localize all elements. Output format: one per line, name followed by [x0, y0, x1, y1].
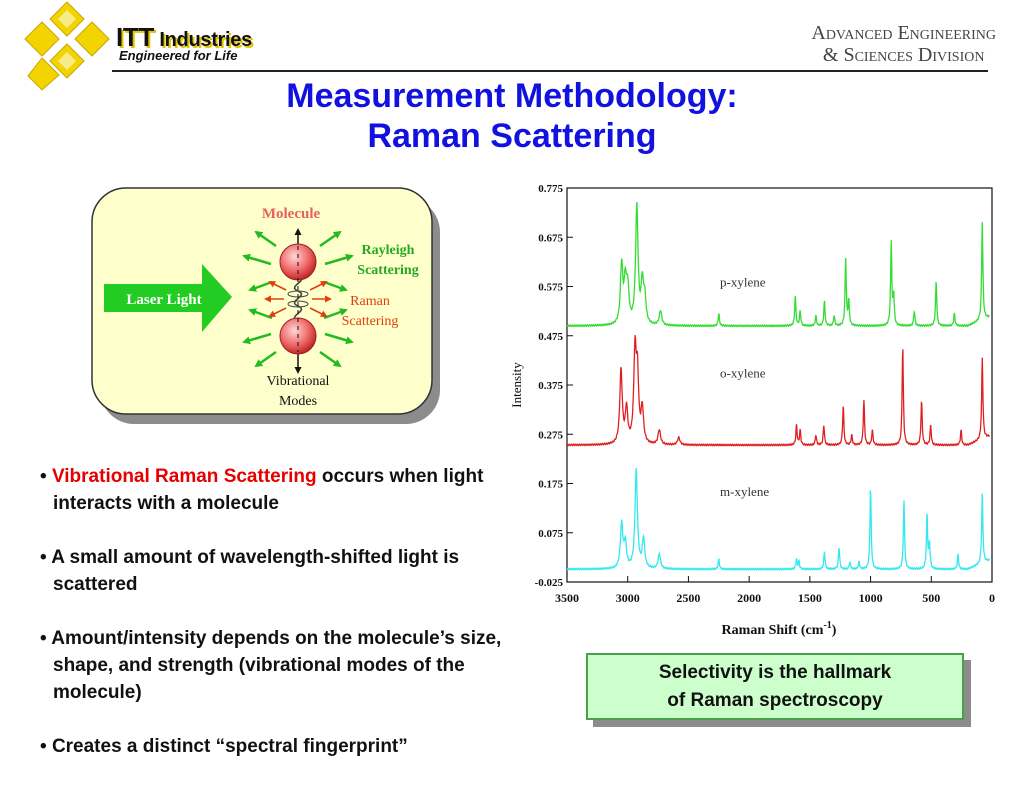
bullet-text: A small amount of wavelength-shifted lig… [51, 547, 460, 595]
callout-line-1: Selectivity is the hallmark [658, 661, 892, 683]
series-line-p-xylene [566, 202, 990, 328]
itt-logo-icon [24, 1, 110, 91]
plot-frame [566, 187, 993, 583]
y-tick-label: -0.025 [535, 577, 564, 589]
vibrational-label-2: Modes [279, 394, 317, 409]
brand-tagline: Engineered for Life [119, 48, 238, 63]
bullet-text: occurs when light interacts with a molec… [53, 466, 484, 514]
brand-name: ITT Industries [116, 22, 252, 53]
title-line-2: Raman Scattering [367, 117, 657, 155]
y-tick-label: 0.475 [538, 331, 563, 343]
x-axis: 3500 3000 2500 2000 1500 1000 500 0 [555, 576, 995, 605]
x-tick-label: 500 [922, 591, 940, 605]
brand-itt: ITT [116, 22, 155, 52]
y-tick-label: 0.575 [538, 282, 563, 294]
x-axis-label-main: Raman Shift (cm [722, 623, 824, 638]
series-line-m-xylene [566, 467, 991, 571]
rayleigh-label-2: Scattering [357, 263, 418, 278]
slide-title: Measurement Methodology: Raman Scatterin… [0, 76, 1024, 156]
y-tick-label: 0.275 [538, 429, 563, 441]
laser-label: Laser Light [126, 292, 201, 308]
division-name: Advanced Engineering & Sciences Division [811, 22, 996, 66]
bullet-item: • Vibrational Raman Scattering occurs wh… [40, 466, 484, 514]
y-tick-label: 0.075 [538, 528, 563, 540]
callout-line-2: of Raman spectroscopy [667, 689, 883, 711]
y-tick-label: 0.775 [538, 183, 563, 195]
y-tick-label: 0.375 [538, 380, 563, 392]
x-tick-label: 1000 [859, 591, 883, 605]
raman-label-1: Raman [350, 294, 390, 309]
bullet-text: Amount/intensity depends on the molecule… [51, 628, 502, 703]
series-group: p-xylene o-xylene m-xylene [566, 202, 991, 571]
raman-arrows [264, 281, 332, 317]
division-line-2: & Sciences Division [822, 44, 985, 66]
bullet-item: • A small amount of wavelength-shifted l… [40, 547, 460, 595]
laser-arrow [104, 264, 232, 332]
y-axis: -0.025 0.075 0.175 0.275 0.375 0.475 0.575 0.67… [535, 183, 573, 589]
brand-industries: Industries [159, 29, 252, 51]
x-tick-label: 3000 [616, 591, 640, 605]
raman-label-2: Scattering [342, 314, 399, 329]
series-label: m-xylene [720, 484, 769, 499]
series-label: o-xylene [720, 366, 766, 381]
molecule-label: Molecule [262, 206, 321, 222]
x-tick-label: 0 [989, 591, 995, 605]
bullet-item: • Amount/intensity depends on the molecu… [40, 628, 502, 703]
series-label: p-xylene [720, 275, 766, 290]
raman-spectrum-chart: -0.025 0.075 0.175 0.275 0.375 0.475 0.575 0.67… [509, 183, 995, 638]
vibrational-label-1: Vibrational [267, 374, 330, 389]
y-axis-label: Intensity [509, 362, 524, 408]
division-line-1: Advanced Engineering [811, 22, 996, 44]
bullet-highlight: Vibrational Raman Scattering [51, 466, 317, 487]
header-divider [112, 70, 988, 72]
bullet-text: Creates a distinct “spectral fingerprint… [51, 736, 408, 757]
bullet-list: • Vibrational Raman Scattering occurs wh… [40, 463, 510, 787]
y-tick-label: 0.175 [538, 479, 563, 491]
x-axis-label-sup: -1 [823, 620, 831, 631]
x-tick-label: 2500 [676, 591, 700, 605]
bullet-item: • Creates a distinct “spectral fingerpri… [40, 736, 408, 757]
x-tick-label: 2000 [737, 591, 761, 605]
raman-diagram: Laser Light Molecule Rayleigh Scattering… [91, 187, 440, 424]
diagram-panel [91, 187, 433, 415]
x-tick-label: 1500 [798, 591, 822, 605]
y-tick-label: 0.675 [538, 232, 563, 244]
x-axis-label: Raman Shift (cm-1) [722, 620, 837, 638]
series-line-o-xylene [566, 335, 991, 447]
rayleigh-label-1: Rayleigh [362, 243, 415, 258]
x-tick-label: 3500 [555, 591, 579, 605]
title-line-1: Measurement Methodology: [286, 77, 738, 115]
x-axis-label-close: ) [832, 623, 837, 638]
selectivity-callout: Selectivity is the hallmark of Raman spe… [586, 653, 964, 720]
